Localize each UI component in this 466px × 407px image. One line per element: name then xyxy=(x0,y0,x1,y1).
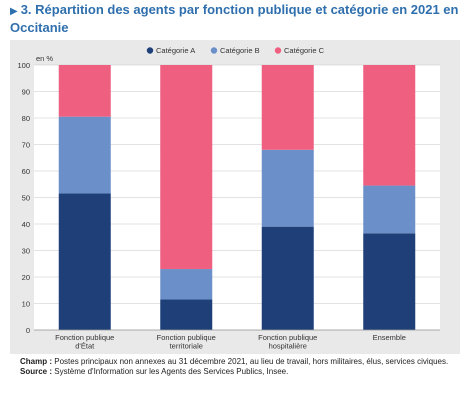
y-tick-label: 60 xyxy=(22,167,30,176)
y-axis-label: en % xyxy=(36,54,53,63)
chart-title: ▶ 3. Répartition des agents par fonction … xyxy=(10,2,460,36)
legend-label: Catégorie B xyxy=(220,46,260,55)
y-tick-label: 70 xyxy=(22,141,30,150)
bar-segment-1-3 xyxy=(261,226,314,330)
x-tick-label: territoriale xyxy=(170,342,203,351)
legend-label: Catégorie C xyxy=(284,46,325,55)
bar-segment-1-4 xyxy=(363,233,416,330)
legend-marker xyxy=(210,47,218,54)
bar-segment-3-2 xyxy=(160,65,213,270)
title-marker-icon: ▶ xyxy=(10,6,18,17)
champ-label: Champ : xyxy=(20,357,52,366)
y-tick-label: 20 xyxy=(22,273,30,282)
chart-title-text: 3. Répartition des agents par fonction p… xyxy=(10,2,459,35)
bar-segment-3-3 xyxy=(261,65,314,150)
bar-segment-3-1 xyxy=(58,65,111,117)
y-tick-label: 90 xyxy=(22,88,30,97)
bar-segment-1-1 xyxy=(58,193,111,330)
bar-segment-2-1 xyxy=(58,116,111,194)
champ-text: Postes principaux non annexes au 31 déce… xyxy=(54,357,449,366)
bar-segment-1-2 xyxy=(160,299,213,330)
x-tick-label: Fonction publique xyxy=(157,333,216,342)
bar-segment-2-2 xyxy=(160,269,213,300)
y-tick-label: 100 xyxy=(17,61,30,70)
legend-label: Catégorie A xyxy=(156,46,195,55)
bar-segment-2-4 xyxy=(363,185,416,234)
chart-panel: 0 10 20 30 40 50 60 70 80 90 100 en % Fonction publi… xyxy=(10,40,460,354)
champ-note: Champ : Postes principaux non annexes au… xyxy=(20,357,450,367)
x-tick-label: hospitalière xyxy=(269,342,307,351)
x-tick-label: Fonction publique xyxy=(55,333,114,342)
y-tick-label: 10 xyxy=(22,300,30,309)
source-note: Source : Système d'Information sur les A… xyxy=(20,367,450,377)
y-tick-label: 0 xyxy=(26,326,30,335)
y-tick-label: 30 xyxy=(22,247,30,256)
legend-marker xyxy=(274,47,282,54)
bar-segment-3-4 xyxy=(363,65,416,186)
source-label: Source : xyxy=(20,367,53,376)
x-tick-label: Fonction publique xyxy=(258,333,317,342)
y-tick-label: 40 xyxy=(22,220,30,229)
bar-segment-2-3 xyxy=(261,149,314,227)
stacked-bar-chart: 0 10 20 30 40 50 60 70 80 90 100 en % Fonction publi… xyxy=(17,46,440,351)
source-text: Système d'Information sur les Agents des… xyxy=(54,367,289,376)
x-tick-label: d'État xyxy=(75,342,95,351)
y-tick-label: 80 xyxy=(22,114,30,123)
x-tick-label: Ensemble xyxy=(373,333,406,342)
y-tick-label: 50 xyxy=(22,194,30,203)
chart-notes: Champ : Postes principaux non annexes au… xyxy=(20,357,450,377)
legend-marker xyxy=(146,47,154,54)
